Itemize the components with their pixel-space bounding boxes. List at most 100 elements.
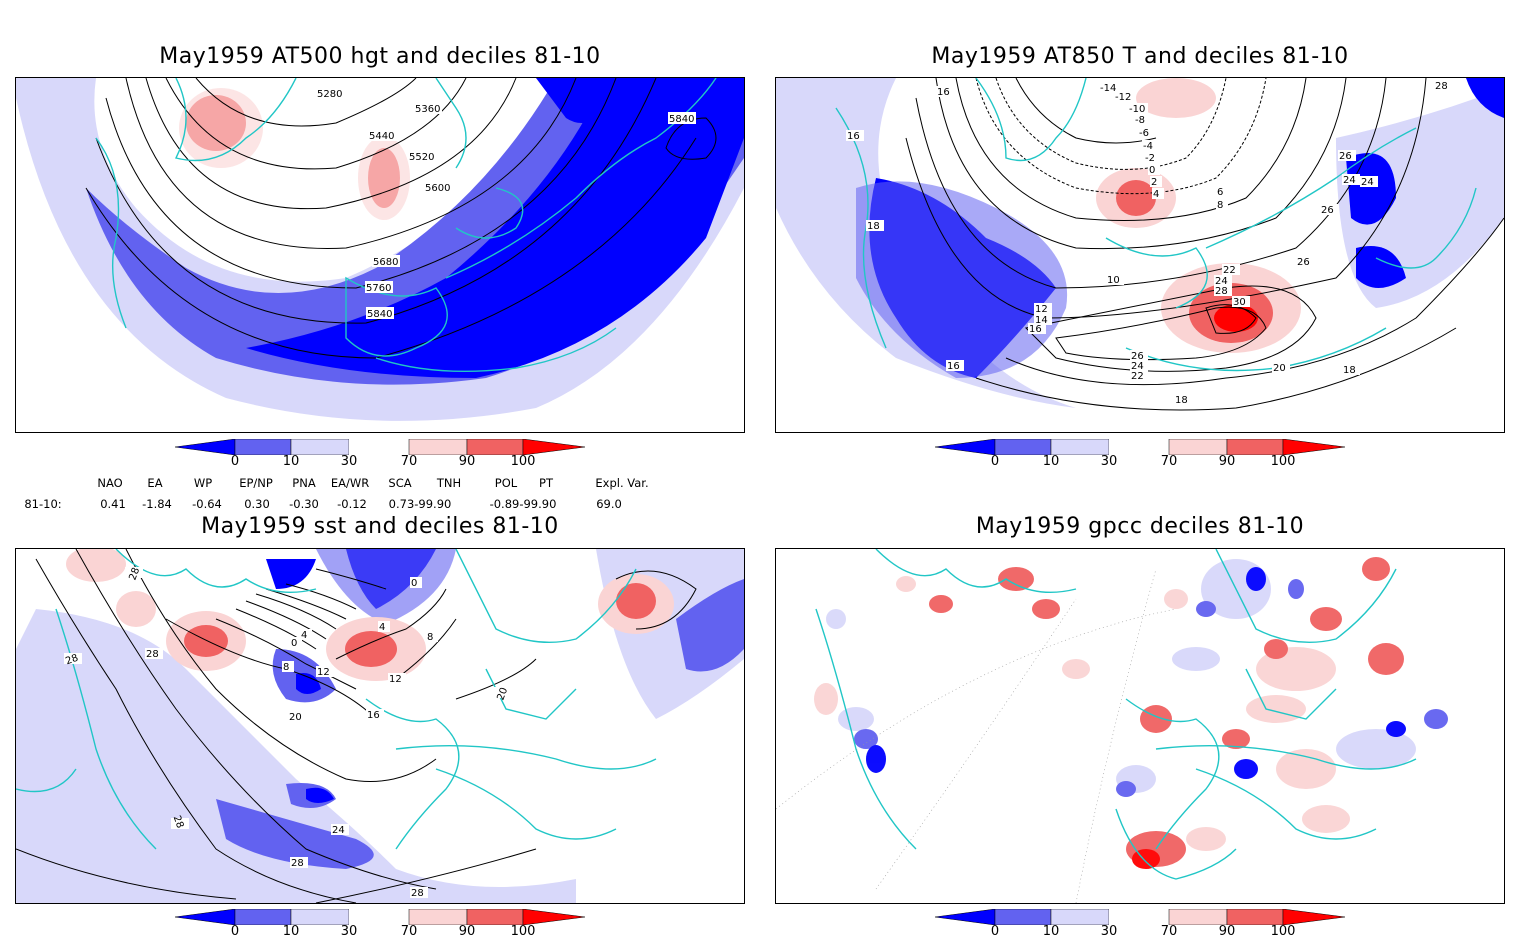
colorbar-swatch [522, 908, 586, 926]
colorbar-swatch [1168, 438, 1228, 456]
decile-region-mid-blue [676, 579, 744, 672]
index-header: POL [494, 476, 518, 490]
contour-label: 26 [1321, 205, 1334, 216]
contour-label: 24 [1361, 177, 1374, 188]
contour-label: 16 [937, 87, 950, 98]
contour-label: 20 [1273, 363, 1286, 374]
colorbar-swatch [408, 438, 468, 456]
contour-label: 16 [947, 361, 960, 372]
colorbar-bottom-right: 0 10 30 70 90 100 [934, 908, 1355, 939]
contour-label: 20 [496, 686, 511, 702]
indices-header: NAO EA WP EP/NP PNA EA/WR SCA TNH POL PT… [0, 476, 760, 492]
colorbar-swatch [1168, 908, 1228, 926]
contour-label: 0 [291, 638, 297, 649]
contour-label: 28 [1435, 81, 1448, 92]
contour-label: -4 [1143, 141, 1153, 152]
contour-label: 12 [389, 674, 402, 685]
contour-label: 5280 [317, 89, 342, 100]
contour-label: 5520 [409, 152, 434, 163]
contour-label: 5360 [415, 104, 440, 115]
index-value: -0.30 [289, 497, 319, 511]
colorbar-tick-label: 90 [458, 924, 476, 939]
colorbar-tick-label: 100 [510, 454, 536, 469]
colorbar-swatch [1282, 908, 1346, 926]
index-header: EA [147, 476, 163, 490]
decile-region-red-2 [345, 631, 397, 667]
index-value: 0.73-99.90 [388, 497, 452, 511]
colorbar-tick-label: 0 [230, 924, 240, 939]
index-value: -0.12 [337, 497, 367, 511]
decile-region-dark-blue [246, 78, 744, 378]
decile-region-dark-blue-4 [1466, 78, 1504, 118]
decile-region-mid-blue-5 [316, 549, 456, 624]
contour-label: 18 [1175, 395, 1188, 406]
colorbar-tick-label: 0 [990, 924, 1000, 939]
colorbar-tick-label: 10 [1042, 924, 1060, 939]
decile-region-light-blue [776, 78, 1076, 408]
colorbar-tick-label: 10 [282, 454, 300, 469]
colorbar-swatch [1226, 438, 1284, 456]
contour-label: 26 [1297, 257, 1310, 268]
index-header: PNA [292, 476, 316, 490]
contour-label: 0 [1149, 165, 1155, 176]
contour-label: 22 [1131, 371, 1144, 382]
index-value: 0.30 [244, 497, 270, 511]
colorbar-swatch [174, 438, 236, 456]
contour-label: 22 [1223, 265, 1236, 276]
colorbar-swatch [1109, 909, 1169, 925]
contour-label: 5760 [366, 283, 391, 294]
index-value: -0.64 [192, 497, 222, 511]
contour-label: 24 [1343, 175, 1356, 186]
decile-region-mid-blue-2 [216, 799, 374, 869]
contour-label: 12 [317, 667, 330, 678]
colorbar-top-left: 0 10 30 70 90 100 [174, 438, 595, 469]
decile-region-dark-blue [306, 787, 334, 803]
contour-label: 4 [1153, 189, 1159, 200]
contour-label: -8 [1135, 115, 1145, 126]
contour-label: 10 [1107, 275, 1120, 286]
colorbar-tick-label: 70 [1160, 454, 1178, 469]
colorbar-tick-label: 10 [1042, 454, 1060, 469]
colorbar-tick-label: 30 [340, 454, 358, 469]
contour-label: 8 [427, 632, 433, 643]
contour-label: 8 [1217, 200, 1223, 211]
contour-label: 2 [1151, 177, 1157, 188]
index-value: -1.84 [142, 497, 172, 511]
colorbar-tick-label: 30 [1100, 924, 1118, 939]
colorbar-swatch [522, 438, 586, 456]
colorbar-swatch [934, 438, 996, 456]
colorbar-tick-label: 70 [400, 924, 418, 939]
map-t850: -14 -12 -10 -8 -6 -4 -2 0 2 4 6 8 10 12 … [775, 77, 1505, 433]
contour-label: 28 [146, 649, 159, 660]
map-gpcc [775, 548, 1505, 904]
panel-title-hgt500: May1959 AT500 hgt and deciles 81-10 [159, 44, 601, 69]
colorbar-tick-label: 30 [340, 924, 358, 939]
contour-label: 18 [867, 221, 880, 232]
index-value: 69.0 [596, 497, 622, 511]
decile-region-red [184, 625, 228, 657]
colorbar-tick-label: 90 [458, 454, 476, 469]
decile-region-light-blue [16, 609, 576, 903]
colorbar-tick-label: 100 [1270, 924, 1296, 939]
index-header: TNH [436, 476, 462, 490]
colorbar-swatch [1050, 908, 1110, 926]
contour-label: 4 [379, 622, 385, 633]
contour-label: 24 [1131, 361, 1144, 372]
colorbar-tick-label: 100 [510, 924, 536, 939]
contour-label: 5680 [373, 257, 398, 268]
index-header: Expl. Var. [595, 476, 649, 490]
colorbar-swatch [174, 908, 236, 926]
contour-label: 6 [1217, 187, 1223, 198]
colorbar-swatch [1282, 438, 1346, 456]
precip-deciles [814, 557, 1448, 869]
colorbar-swatch [290, 438, 350, 456]
index-header: EP/NP [239, 476, 273, 490]
colorbar-tick-label: 0 [990, 454, 1000, 469]
decile-region-bright-red [1214, 304, 1258, 332]
decile-region-pink [179, 88, 263, 168]
contour-label: 28 [171, 814, 186, 830]
contour-label: 28 [291, 858, 304, 869]
index-header: NAO [97, 476, 123, 490]
colorbar-tick-label: 90 [1218, 924, 1236, 939]
index-header: PT [539, 476, 553, 490]
